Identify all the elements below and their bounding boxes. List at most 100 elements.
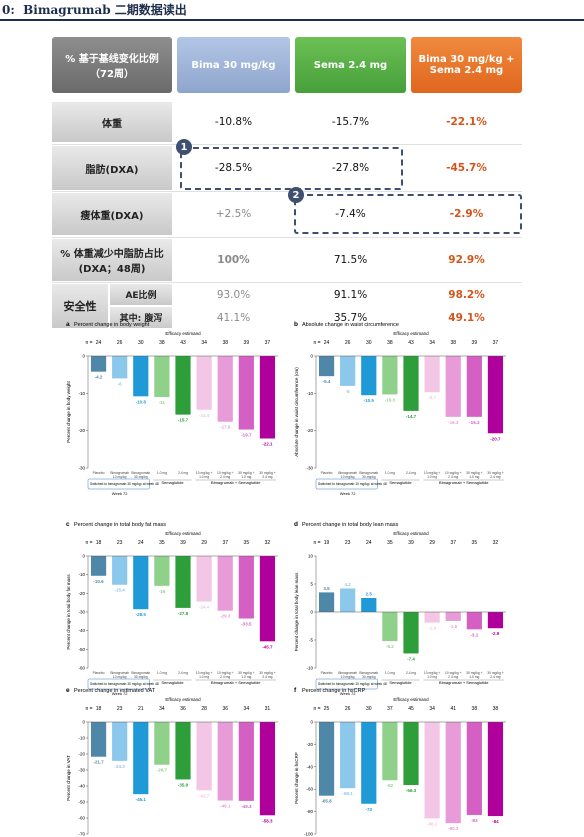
value-label: -9.7 <box>428 395 436 400</box>
row-separator <box>52 237 522 238</box>
category-label: Bimagrumab <box>338 471 357 475</box>
category-label: 30 mg/kg + <box>487 471 503 475</box>
n-label: n = <box>313 340 320 346</box>
y-tick-label: -30 <box>306 466 313 471</box>
bar <box>466 722 482 815</box>
value-label: -16.3 <box>469 420 480 425</box>
category-label: Bimagrumab <box>131 471 150 475</box>
category-label: Placebo <box>93 671 105 675</box>
week-label: Week 72 <box>112 691 128 696</box>
bar <box>133 722 149 795</box>
row-label: AE比例 <box>110 284 172 305</box>
n-value: 32 <box>493 540 499 546</box>
y-tick-label: -40 <box>78 628 85 633</box>
n-value: 37 <box>387 706 393 712</box>
panel-title: Percent change in estimated VAT <box>74 688 156 694</box>
y-axis-label: Percent change in VAT <box>66 755 71 801</box>
value-label: -56.3 <box>406 788 417 793</box>
n-value: 35 <box>244 540 250 546</box>
value-label: -1.6 <box>449 624 457 629</box>
category-label: 1.0 mg <box>469 675 479 679</box>
value-label: -22.1 <box>262 442 273 447</box>
category-label: 2.4 mg <box>490 475 500 479</box>
group-label: Bimagrumab + Semaglutide <box>211 480 261 485</box>
n-label: n = <box>85 540 92 546</box>
bar <box>340 588 356 612</box>
panel-letter: d <box>294 521 298 528</box>
n-value: 34 <box>201 340 207 346</box>
value-label: -5.2 <box>386 644 394 649</box>
cell: -45.7% <box>446 162 487 174</box>
bar <box>318 722 335 796</box>
y-tick-label: -20 <box>78 752 85 757</box>
bar <box>466 612 482 630</box>
n-value: 36 <box>180 706 186 712</box>
row-label: 安全性 <box>52 284 108 328</box>
n-value: 43 <box>408 340 414 346</box>
n-value: 32 <box>265 540 271 546</box>
bar <box>90 722 107 757</box>
category-label: 10 mg/kg <box>341 675 355 679</box>
y-tick-label: 0 <box>310 720 313 725</box>
bar <box>112 722 128 761</box>
y-tick-label: -70 <box>78 832 85 837</box>
category-label: 10 mg/kg + <box>196 471 212 475</box>
row-label: 瘦体重(DXA) <box>52 193 172 235</box>
category-label: 2.4 mg <box>406 671 416 675</box>
value-label: -3.1 <box>470 632 478 637</box>
category-label: Bimagrumab <box>359 671 378 675</box>
cell: -22.1% <box>446 116 487 128</box>
value-label: -45.7 <box>262 644 273 649</box>
group-label: Semaglutide <box>161 680 184 685</box>
n-value: 39 <box>408 540 414 546</box>
panel-letter: c <box>66 521 70 528</box>
category-label: Bimagrumab <box>338 671 357 675</box>
category-label: 10 mg/kg + <box>445 471 461 475</box>
value-label: -1.9 <box>428 626 436 631</box>
bar <box>361 356 377 396</box>
table-header: Bima 30 mg/kg <box>177 37 290 93</box>
y-tick-label: -20 <box>78 591 85 596</box>
y-tick-label: -100 <box>304 832 314 837</box>
value-label: -17.6 <box>220 425 231 430</box>
bar <box>361 722 377 804</box>
value-label: -10.8 <box>136 399 147 404</box>
value-label: -84 <box>492 819 499 824</box>
y-tick-label: -10 <box>306 391 313 396</box>
value-label: -28.5 <box>136 612 147 617</box>
value-label: -4.2 <box>95 375 103 380</box>
category-label: 2.4 mg <box>178 671 188 675</box>
bar <box>259 356 276 439</box>
value-label: -65.8 <box>321 799 332 804</box>
category-label: 30 mg/kg + <box>259 471 275 475</box>
bar <box>217 556 233 611</box>
estimand: Efficacy estimand <box>393 331 429 336</box>
bar <box>340 722 356 789</box>
category-label: 30 mg/kg + <box>466 471 482 475</box>
bar <box>445 356 461 417</box>
category-label: 30 mg/kg + <box>487 671 503 675</box>
group-label: Bimagrumab + Semaglutide <box>439 480 489 485</box>
cell: -10.8% <box>214 116 253 128</box>
y-tick-label: -30 <box>78 610 85 615</box>
group-label: Semaglutide <box>161 480 184 485</box>
value-label: -11 <box>159 400 166 405</box>
n-label: n = <box>85 706 92 712</box>
n-value: 18 <box>96 706 102 712</box>
panel-title: Percent change in total body lean mass <box>302 522 399 528</box>
value-label: -15.7 <box>178 418 189 423</box>
bar <box>90 356 107 372</box>
value-label: -49.3 <box>241 804 252 809</box>
y-tick-label: 5 <box>310 582 313 587</box>
n-value: 38 <box>159 340 165 346</box>
value-label: -10.6 <box>93 579 104 584</box>
cell: -7.4% <box>335 208 366 220</box>
n-value: 39 <box>180 540 186 546</box>
cell: 71.5% <box>333 254 368 266</box>
table-header: % 基于基线变化比例（72周） <box>52 37 172 93</box>
cell: 91.1% <box>333 288 368 301</box>
n-value: 37 <box>493 340 499 346</box>
bar <box>90 556 107 576</box>
bar <box>445 722 461 824</box>
table-header: Bima 30 mg/kg + Sema 2.4 mg <box>411 37 522 93</box>
